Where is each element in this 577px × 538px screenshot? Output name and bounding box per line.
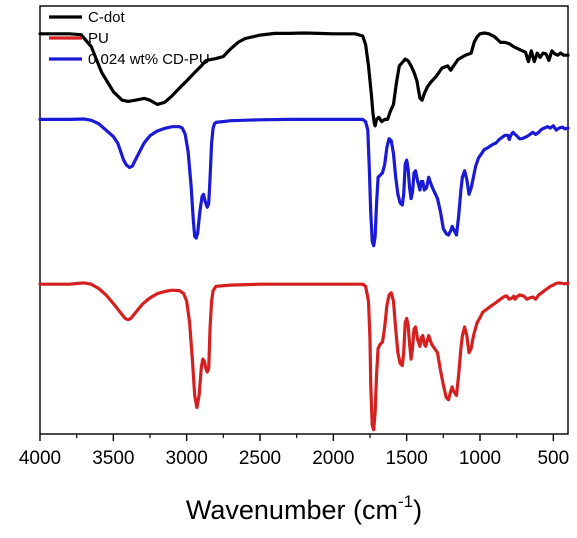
x-tick-label-1500: 1500 (386, 448, 428, 469)
series-line-0-024-wt-cd-pu (38, 117, 570, 248)
x-axis-ticks: 4000 3500 3000 2500 2000 1500 1000 500 (19, 434, 569, 469)
x-tick-label-2500: 2500 (239, 448, 281, 469)
x-tick-label-4000: 4000 (19, 448, 61, 469)
x-tick-label-3000: 3000 (166, 448, 208, 469)
x-tick-label-2000: 2000 (312, 448, 354, 469)
x-axis-title: Wavenumber (cm-1) (186, 492, 422, 525)
x-axis-title-superscript: -1 (398, 492, 413, 511)
legend-label-1: PU (88, 30, 109, 47)
series-line-pu (38, 281, 570, 432)
legend-label-0: C-dot (88, 9, 126, 26)
plot-frame (39, 5, 569, 435)
series-layer (38, 31, 570, 432)
legend: C-dot PU 0.024 wt% CD-PU (49, 9, 210, 68)
legend-label-2: 0.024 wt% CD-PU (88, 51, 210, 68)
x-tick-label-1000: 1000 (459, 448, 501, 469)
series-line-c-dot (38, 31, 570, 128)
x-axis-title-main: Wavenumber (cm (186, 495, 398, 525)
x-tick-label-3500: 3500 (92, 448, 134, 469)
x-axis-title-close: ) (413, 495, 422, 525)
x-tick-label-500: 500 (537, 448, 569, 469)
